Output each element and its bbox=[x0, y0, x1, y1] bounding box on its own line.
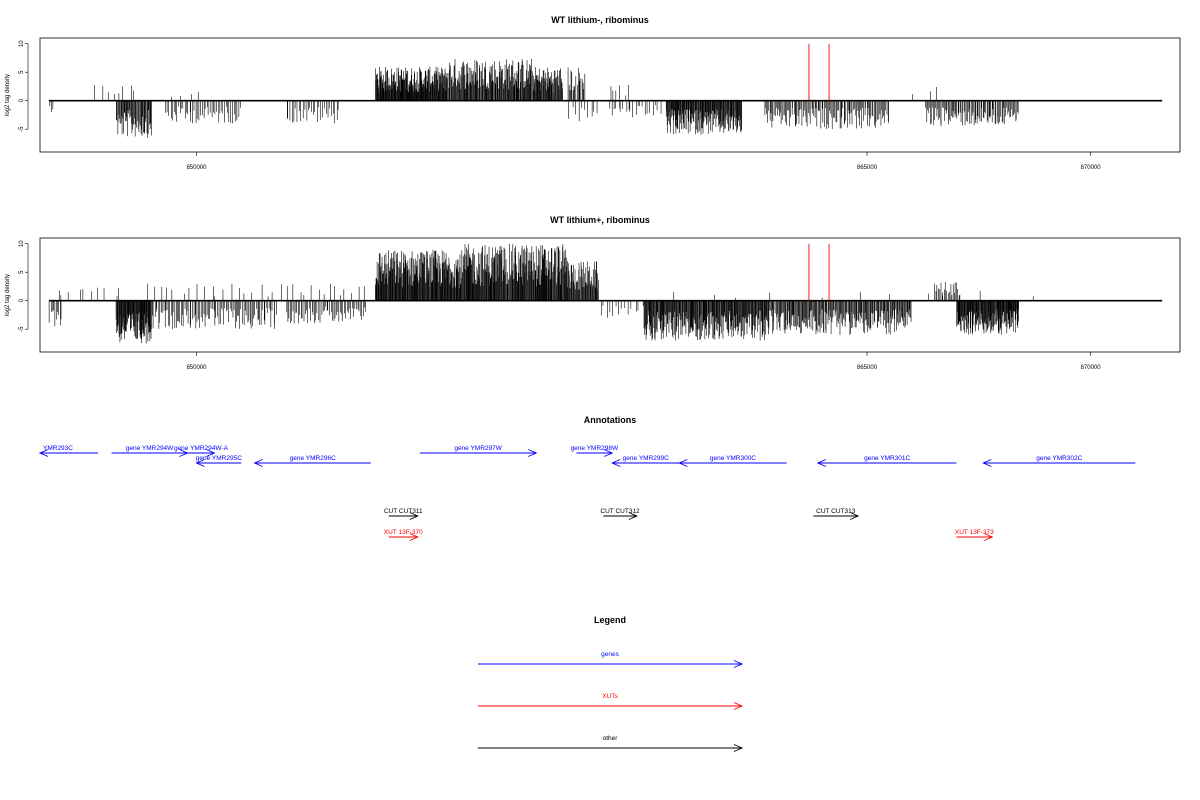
legend-label: genes bbox=[601, 651, 619, 658]
panel-title: WT lithium-, ribominus bbox=[551, 15, 649, 25]
feature-arrow-head bbox=[409, 533, 419, 541]
y-tick-label: 5 bbox=[19, 270, 25, 274]
annotation-feature: CUT CUT313 bbox=[813, 508, 860, 520]
feature-label: gene YMR296C bbox=[290, 455, 336, 462]
feature-arrow-head bbox=[528, 449, 538, 457]
annotation-feature: gene YMR300C bbox=[678, 455, 787, 467]
annotation-feature: gene YMR294W-A bbox=[174, 445, 229, 457]
x-tick-label: 865000 bbox=[857, 365, 878, 371]
annotation-feature: gene YMR295C bbox=[195, 455, 242, 467]
feature-label: gene YMR300C bbox=[710, 455, 756, 462]
feature-label: gene YMR294W bbox=[126, 445, 174, 452]
feature-label: gene YMR297W bbox=[454, 445, 502, 452]
feature-arrow-head bbox=[253, 459, 263, 467]
y-tick-label: -5 bbox=[19, 126, 25, 132]
y-tick-label: -5 bbox=[19, 326, 25, 332]
legend-title: Legend bbox=[594, 615, 626, 625]
feature-arrow-head bbox=[195, 459, 205, 467]
annotation-feature: gene YMR302C bbox=[982, 455, 1136, 467]
annotation-feature: gene YMR296C bbox=[253, 455, 371, 467]
feature-arrow-head bbox=[733, 744, 744, 752]
panel-title: WT lithium+, ribominus bbox=[550, 215, 650, 225]
feature-arrow-head bbox=[733, 660, 744, 668]
feature-arrow-head bbox=[733, 702, 744, 710]
feature-arrow-head bbox=[409, 512, 419, 520]
feature-arrow-head bbox=[816, 459, 827, 467]
x-tick-label: 870000 bbox=[1081, 165, 1102, 171]
annotation-feature: gene YMR299C bbox=[611, 455, 680, 467]
feature-arrow-head bbox=[678, 459, 688, 467]
feature-arrow-head bbox=[628, 512, 638, 520]
plot-frame bbox=[39, 37, 1181, 153]
feature-label: gene YMR298W bbox=[571, 445, 619, 452]
annotation-feature: YMR293C bbox=[38, 445, 99, 457]
feature-label: XUT 13F-370 bbox=[384, 529, 423, 536]
annotation-feature: gene YMR297W bbox=[420, 445, 538, 457]
annotation-feature: CUT CUT311 bbox=[384, 508, 423, 520]
x-tick-label: 865000 bbox=[857, 165, 878, 171]
y-axis-label: log2 tag density bbox=[5, 74, 11, 116]
annotation-feature: XUT 13F-370 bbox=[384, 529, 423, 541]
track-panel-1: WT lithium-, ribominus -5 0 5 10 log2 tag den… bbox=[5, 15, 1181, 171]
feature-arrow-head bbox=[206, 449, 216, 457]
x-tick-label: 850000 bbox=[186, 165, 207, 171]
feature-arrow-head bbox=[611, 459, 621, 467]
legend-label: XUTs bbox=[602, 693, 618, 700]
feature-label: YMR293C bbox=[43, 445, 73, 452]
legend-item: XUTs bbox=[478, 693, 744, 710]
feature-label: gene YMR302C bbox=[1036, 455, 1082, 462]
feature-label: gene YMR294W-A bbox=[174, 445, 229, 452]
legend-panel: Legend genes XUTs other bbox=[478, 615, 744, 752]
feature-label: CUT CUT311 bbox=[384, 508, 423, 515]
y-axis-label: log2 tag density bbox=[5, 274, 11, 316]
feature-arrow-head bbox=[982, 459, 992, 467]
feature-label: CUT CUT312 bbox=[600, 508, 640, 515]
density-bars bbox=[49, 58, 1019, 138]
x-tick-label: 870000 bbox=[1081, 365, 1102, 371]
legend-item: genes bbox=[478, 651, 744, 668]
annotation-feature: gene YMR301C bbox=[816, 455, 957, 467]
legend-label: other bbox=[603, 735, 619, 742]
annotation-feature: XUT 13F-373 bbox=[955, 529, 994, 541]
annotation-feature: CUT CUT312 bbox=[600, 508, 640, 520]
y-tick-label: 0 bbox=[19, 98, 25, 102]
legend-item: other bbox=[478, 735, 744, 752]
density-bars bbox=[48, 243, 1034, 344]
feature-arrow-head bbox=[604, 449, 614, 457]
feature-arrow-head bbox=[849, 512, 860, 520]
annotations-title: Annotations bbox=[584, 415, 637, 425]
feature-arrow-head bbox=[984, 533, 994, 541]
y-tick-label: 0 bbox=[19, 298, 25, 302]
feature-label: XUT 13F-373 bbox=[955, 529, 994, 536]
track-panel-2: WT lithium+, ribominus -5 0 5 10 log2 tag den… bbox=[5, 215, 1181, 371]
feature-label: CUT CUT313 bbox=[816, 508, 856, 515]
annotation-feature: gene YMR298W bbox=[571, 445, 619, 457]
plot-frame bbox=[39, 237, 1181, 353]
feature-label: gene YMR295C bbox=[196, 455, 242, 462]
feature-label: gene YMR299C bbox=[623, 455, 669, 462]
y-tick-label: 5 bbox=[19, 70, 25, 74]
feature-arrow-head bbox=[38, 449, 49, 457]
x-tick-label: 850000 bbox=[186, 365, 207, 371]
y-tick-label: 10 bbox=[19, 40, 25, 47]
feature-label: gene YMR301C bbox=[864, 455, 910, 462]
y-tick-label: 10 bbox=[19, 240, 25, 247]
